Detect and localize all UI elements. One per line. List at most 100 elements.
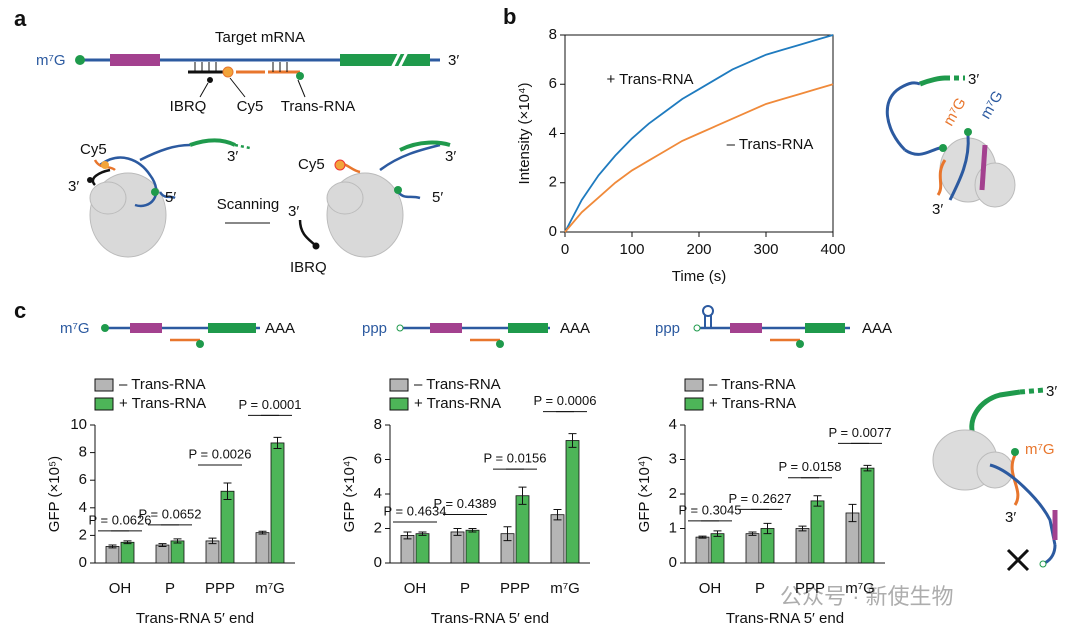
quencher xyxy=(87,177,93,183)
label: 5′ xyxy=(165,189,176,206)
error-bar xyxy=(568,433,577,448)
diagram-c xyxy=(932,387,1058,572)
y-tick-label: 8 xyxy=(374,416,382,433)
error-bar xyxy=(173,538,182,544)
bar xyxy=(450,531,465,564)
dye xyxy=(334,159,346,171)
x-tick-label: P xyxy=(165,580,175,597)
label: AAA xyxy=(560,320,590,337)
y-tick-label: 0 xyxy=(669,554,677,571)
end-label: 3′ xyxy=(448,52,459,69)
y-tick-label: 6 xyxy=(549,75,557,92)
bar xyxy=(695,536,710,564)
panel-label: b xyxy=(503,4,516,29)
legend-label: – Trans-RNA xyxy=(119,376,206,393)
y-axis-label: GFP (×10⁴) xyxy=(636,456,653,533)
cap-label: m⁷G xyxy=(36,52,66,69)
y-tick-label: 0 xyxy=(79,554,87,571)
p-value: P = 0.0001 xyxy=(238,397,301,412)
error-bar xyxy=(698,535,707,539)
legend-label: + Trans-RNA xyxy=(414,395,501,412)
x-tick-label: OH xyxy=(109,580,132,597)
y-tick-label: 6 xyxy=(374,450,382,467)
error-bar xyxy=(208,537,217,545)
bar xyxy=(565,440,580,564)
bar xyxy=(550,514,565,564)
p-value: P = 0.0626 xyxy=(88,512,151,527)
mrna-schematic xyxy=(75,51,440,98)
x-tick-label: 300 xyxy=(753,241,778,258)
bar xyxy=(745,533,760,564)
x-tick-label: P xyxy=(755,580,765,597)
x-tick-label: m⁷G xyxy=(255,580,285,597)
x-tick-label: 0 xyxy=(561,241,569,258)
panel-label: c xyxy=(14,298,26,323)
label: IBRQ xyxy=(290,259,327,276)
step-label: Scanning xyxy=(217,196,280,213)
cap xyxy=(1039,560,1047,568)
x-axis-label: Time (s) xyxy=(672,268,726,285)
label: 5′ xyxy=(432,189,443,206)
error-bar xyxy=(518,486,527,505)
error-bar xyxy=(453,528,462,536)
label: Cy5 xyxy=(80,141,107,158)
legend-swatch xyxy=(389,397,409,411)
label: Trans-RNA xyxy=(281,98,355,115)
label: 3′ xyxy=(968,71,979,88)
legend-swatch xyxy=(684,378,704,392)
line-series xyxy=(564,83,834,233)
bar xyxy=(105,546,120,564)
label: ppp xyxy=(362,320,387,337)
bar xyxy=(205,540,220,564)
mrna-title: Target mRNA xyxy=(215,29,305,46)
y-tick-label: 2 xyxy=(669,485,677,502)
x-tick-label: P xyxy=(460,580,470,597)
error-bar xyxy=(223,482,232,501)
error-bar xyxy=(863,464,872,472)
x-tick-label: OH xyxy=(404,580,427,597)
x-tick-label: m⁷G xyxy=(845,580,875,597)
bar xyxy=(810,500,825,564)
bar xyxy=(415,533,430,564)
p-value: P = 0.2627 xyxy=(728,491,791,506)
ribosome xyxy=(89,172,404,258)
x-tick-label: 100 xyxy=(619,241,644,258)
error-bar xyxy=(748,531,757,536)
bar xyxy=(400,535,415,564)
bar xyxy=(465,529,480,564)
error-bar xyxy=(258,530,267,535)
label: 3′ xyxy=(1005,509,1016,526)
x-tick-label: 200 xyxy=(686,241,711,258)
legend-label: – Trans-RNA xyxy=(709,376,796,393)
label: 3′ xyxy=(1046,383,1057,400)
bar xyxy=(270,442,285,564)
cap xyxy=(151,188,159,196)
error-bar xyxy=(798,525,807,532)
error-bar xyxy=(108,544,117,549)
label: 3′ xyxy=(227,148,238,165)
legend-swatch xyxy=(94,378,114,392)
y-tick-label: 4 xyxy=(79,499,87,516)
dye xyxy=(101,161,109,169)
error-bar xyxy=(418,531,427,536)
x-tick-label: PPP xyxy=(500,580,530,597)
label: IBRQ xyxy=(170,98,207,115)
error-bar xyxy=(158,543,167,547)
error-bar xyxy=(713,530,722,537)
label: 3′ xyxy=(68,178,79,195)
label: m⁷G xyxy=(1025,441,1055,458)
p-value: P = 0.0006 xyxy=(533,393,596,408)
series-label: – Trans-RNA xyxy=(727,136,814,153)
error-bar xyxy=(553,509,562,521)
y-tick-label: 8 xyxy=(549,26,557,43)
x-tick-label: 400 xyxy=(820,241,845,258)
legend-swatch xyxy=(94,397,114,411)
x-tick-label: PPP xyxy=(205,580,235,597)
y-axis-label: GFP (×10⁴) xyxy=(341,456,358,533)
y-tick-label: 1 xyxy=(669,519,677,536)
bar xyxy=(795,528,810,564)
bar xyxy=(860,467,875,564)
y-axis-label: GFP (×10⁵) xyxy=(46,456,63,532)
series-label: + Trans-RNA xyxy=(606,71,693,88)
